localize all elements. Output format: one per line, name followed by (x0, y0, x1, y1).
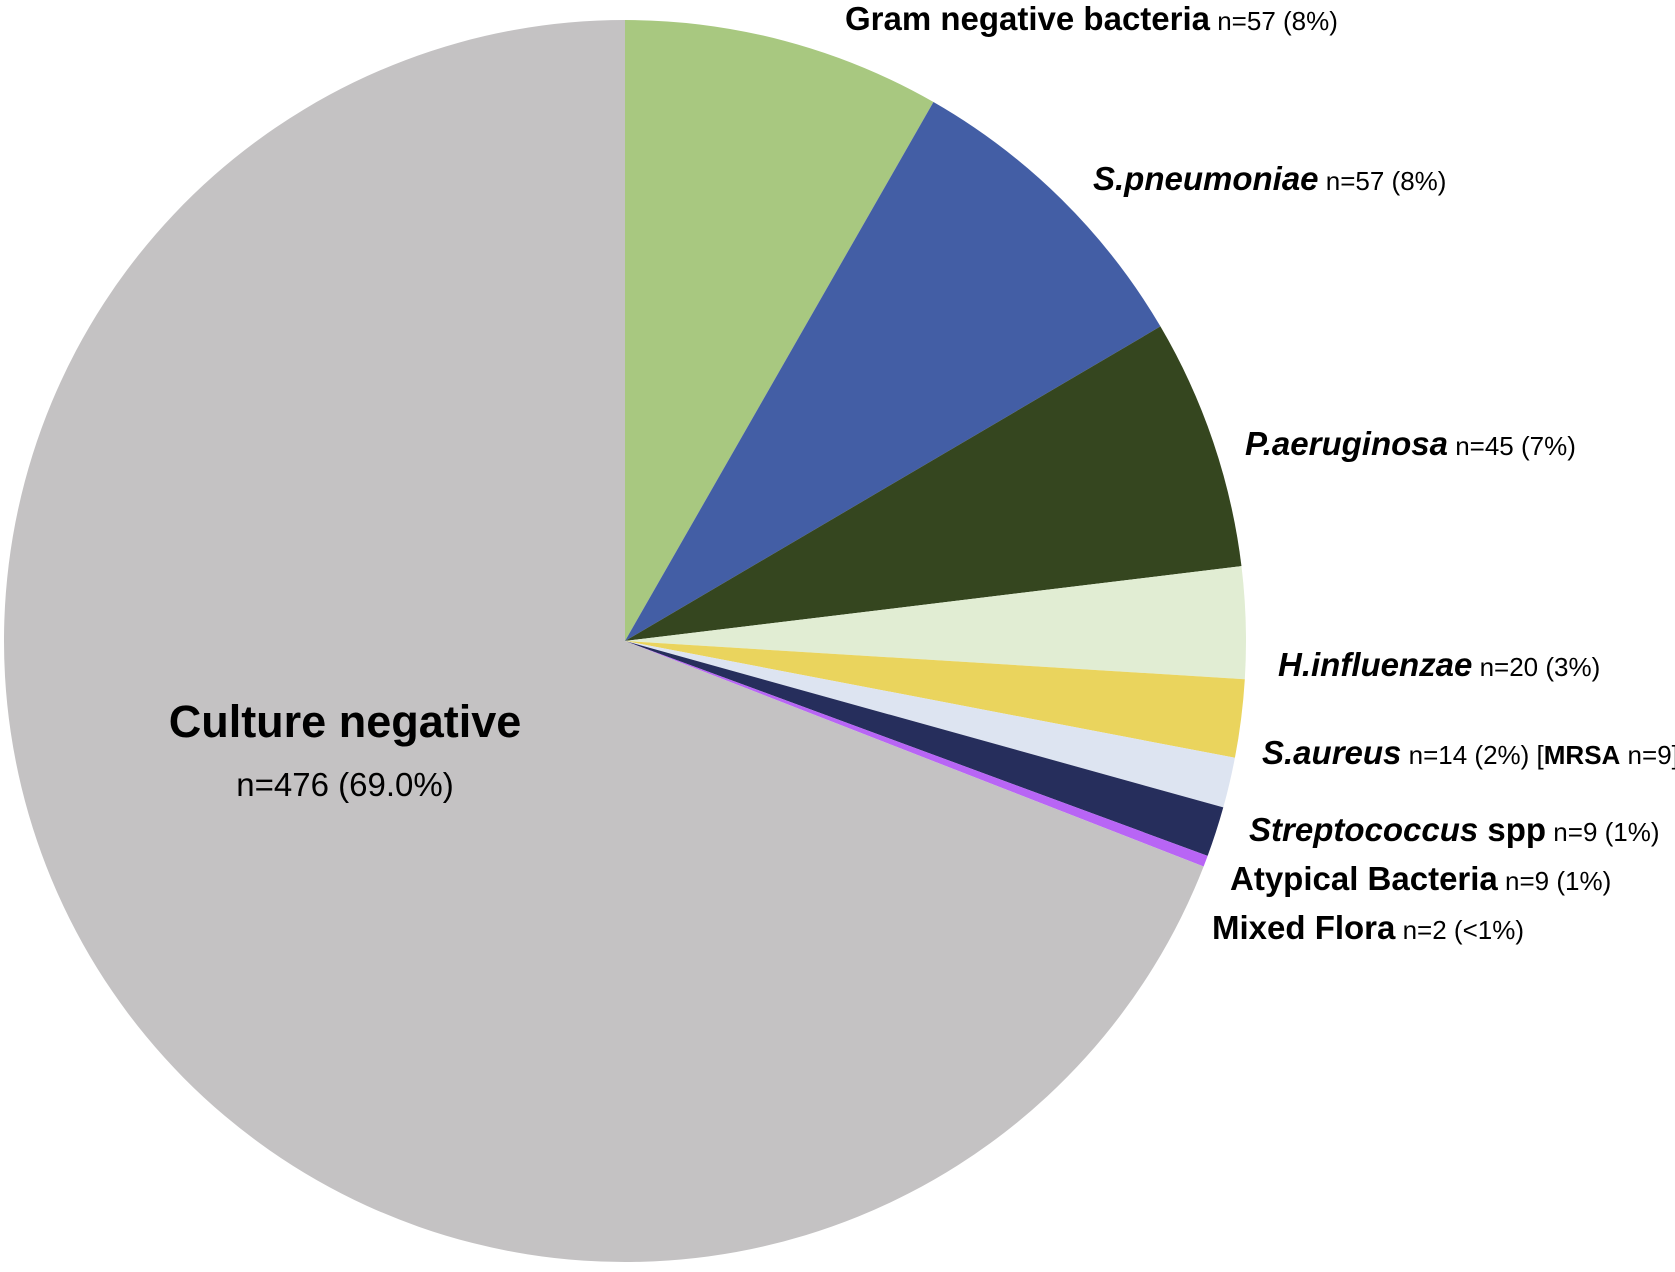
slice-label-mixed-flora: Mixed Flora n=2 (<1%) (1212, 909, 1524, 946)
pie-slice-gram-negative-bacteria (625, 20, 934, 641)
slice-count: n=57 (8%) (1319, 166, 1447, 196)
pie-slice-culture-negative (3, 19, 1204, 1262)
slice-name-suffix: spp (1478, 811, 1546, 848)
labels-layer: Gram negative bacteria n=57 (8%)S.pneumo… (169, 0, 1675, 946)
slice-name: Gram negative bacteria (845, 0, 1211, 37)
slice-extra-bold: MRSA (1544, 740, 1621, 770)
pie-slice-h-influenzae (625, 566, 1246, 680)
pie-slice-p-aeruginosa (625, 326, 1242, 641)
slice-label-streptococcus: Streptococcus spp n=9 (1%) (1249, 811, 1660, 848)
slices-layer (3, 19, 1246, 1262)
slice-count: n=9 (1%) (1546, 817, 1659, 847)
slice-extra-open: [ (1529, 740, 1544, 770)
slice-name: P.aeruginosa (1245, 425, 1448, 462)
slice-count: n=57 (8%) (1210, 6, 1338, 36)
slice-label-s-aureus: S.aureus n=14 (2%) [MRSA n=9] (1262, 734, 1675, 771)
pie-slice-streptococcus (625, 641, 1235, 808)
slice-count: n=45 (7%) (1448, 431, 1576, 461)
slice-name: H.influenzae (1278, 646, 1472, 683)
slice-extra-tail: n=9] (1620, 740, 1675, 770)
slice-label-gram-negative-bacteria: Gram negative bacteria n=57 (8%) (845, 0, 1338, 37)
pie-slice-s-pneumoniae (625, 102, 1161, 642)
slice-count: n=14 (2%) (1401, 740, 1529, 770)
slice-count: n=2 (<1%) (1395, 915, 1524, 945)
slice-count: n=20 (3%) (1472, 652, 1600, 682)
slice-name: Atypical Bacteria (1230, 860, 1498, 897)
slice-label-culture-negative-name: Culture negative (169, 696, 522, 747)
slice-name: Mixed Flora (1212, 909, 1396, 946)
pie-slice-atypical-bacteria (625, 641, 1224, 856)
slice-label-atypical-bacteria: Atypical Bacteria n=9 (1%) (1230, 860, 1611, 897)
slice-name: Streptococcus (1249, 811, 1478, 848)
slice-name: S.pneumoniae (1093, 160, 1319, 197)
slice-label-s-pneumoniae: S.pneumoniae n=57 (8%) (1093, 160, 1446, 197)
slice-count: n=9 (1%) (1498, 866, 1611, 896)
slice-label-p-aeruginosa: P.aeruginosa n=45 (7%) (1245, 425, 1576, 462)
slice-label-culture-negative-count: n=476 (69.0%) (236, 766, 453, 803)
slice-name: S.aureus (1262, 734, 1401, 771)
slice-label-h-influenzae: H.influenzae n=20 (3%) (1278, 646, 1600, 683)
pie-slice-s-aureus (625, 641, 1245, 758)
pie-slice-mixed-flora (625, 641, 1208, 867)
